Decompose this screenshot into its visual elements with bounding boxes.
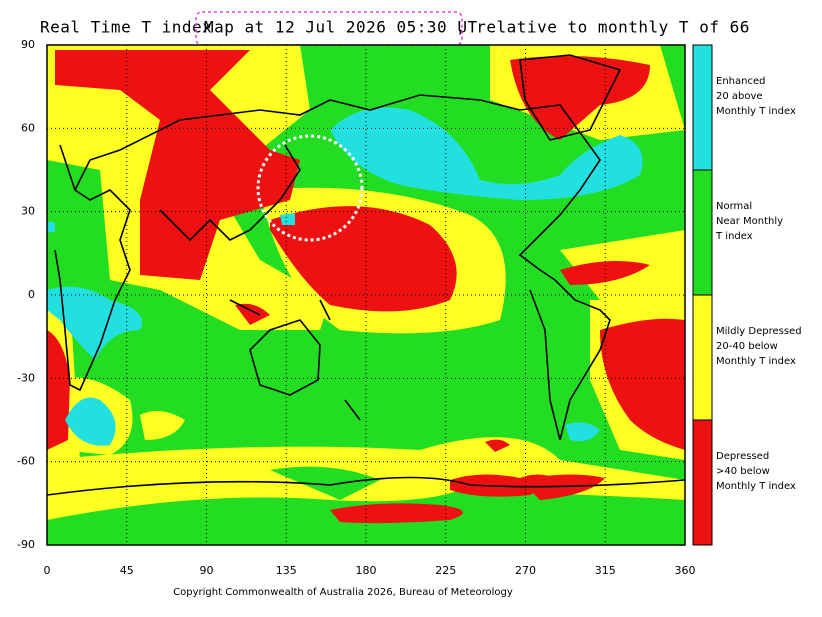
legend-text: Mildly Depressed [716,326,802,337]
x-tick-label: 90 [200,564,214,577]
legend-text: Enhanced [716,76,765,87]
legend-swatch [692,44,713,171]
y-tick-label: 60 [21,121,35,134]
legend-text: >40 below [716,466,770,477]
legend-swatch [692,419,713,546]
highlight-circle [256,134,364,242]
legend-text: 20-40 below [716,341,778,352]
legend-text: T index [715,231,753,242]
x-tick-label: 225 [435,564,456,577]
legend-text: Monthly T index [716,481,796,492]
enhanced-regions [47,107,643,446]
title: Real Time T index Map at 12 Jul 2026 05:… [40,18,750,37]
title-part: Map at 12 Jul 2026 05:30 UT [204,18,478,37]
legend-text: Near Monthly [716,216,783,227]
legend-swatch [692,294,713,421]
copyright: Copyright Commonwealth of Australia 2026… [173,587,513,598]
legend-text: Depressed [716,451,769,462]
title-part: Real Time T index [40,18,212,37]
legend: Enhanced 20 above Monthly T index Normal Nea… [692,44,802,546]
y-tick-label: 30 [21,205,35,218]
map: 0 45 90 135 180 225 270 315 360 90 60 30 0 -30 -60 -90 [17,38,695,577]
y-tick-label: 90 [21,38,35,51]
y-tick-label: -30 [17,371,35,384]
y-tick-label: -60 [17,455,35,468]
legend-text: Normal [716,201,752,212]
legend-text: 20 above [716,91,763,102]
x-tick-label: 135 [276,564,297,577]
x-tick-label: 315 [595,564,616,577]
y-tick-label: 0 [28,288,35,301]
map-frame [46,44,686,546]
legend-swatch [692,169,713,296]
y-tick-label: -90 [17,538,35,551]
title-part: , relative to monthly T of 66 [456,18,750,37]
x-tick-label: 45 [120,564,134,577]
x-tick-label: 180 [356,564,377,577]
legend-text: Monthly T index [716,356,796,367]
x-tick-label: 270 [515,564,536,577]
ticks: 0 45 90 135 180 225 270 315 360 90 60 30 0 -30 -60 -90 [17,38,695,577]
x-tick-label: 360 [675,564,696,577]
coastlines [47,54,685,496]
legend-text: Monthly T index [716,106,796,117]
x-tick-label: 0 [44,564,51,577]
